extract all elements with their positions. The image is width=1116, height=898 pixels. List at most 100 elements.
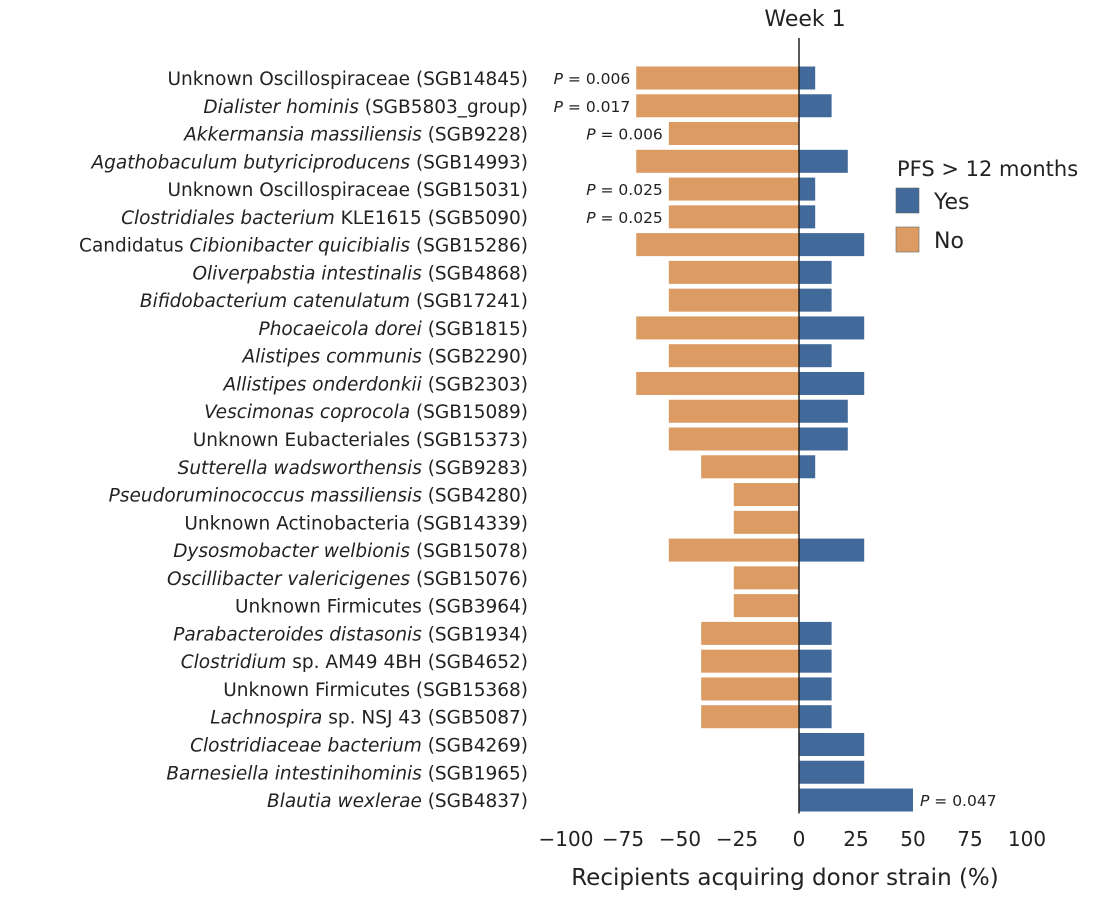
- bar-no: [668, 288, 799, 312]
- category-label-segment: Akkermansia massiliensis: [183, 125, 422, 146]
- category-label: Unknown Oscillospiraceae (SGB14845): [167, 69, 528, 90]
- category-label-segment: Allistipes onderdonkii: [223, 374, 423, 395]
- category-label-segment: Agathobaculum butyriciproducens: [91, 152, 411, 173]
- category-label: Dysosmobacter welbionis (SGB15078): [173, 541, 528, 562]
- category-label-segment: Alistipes communis: [241, 347, 422, 368]
- category-row: Clostridiaceae bacterium (SGB4269): [190, 732, 865, 756]
- category-row: Unknown Oscillospiraceae (SGB15031) P = 0…: [167, 177, 816, 201]
- x-tick-label: 100: [1008, 827, 1046, 851]
- bar-no: [733, 483, 799, 507]
- bar-yes: [799, 538, 865, 562]
- bar-no: [733, 594, 799, 618]
- category-row: Blautia wexlerae (SGB4837) P = 0.047: [267, 788, 997, 812]
- legend-label-no: No: [934, 229, 964, 254]
- bar-yes: [799, 260, 832, 284]
- bar-yes: [799, 288, 832, 312]
- chart-title: Week 1: [764, 7, 845, 32]
- bar-yes: [799, 427, 848, 451]
- category-label-segment: (SGB4280): [422, 486, 528, 507]
- category-row: Alistipes communis (SGB2290): [241, 344, 832, 368]
- category-label-segment: Barnesiella intestinihominis: [166, 763, 422, 784]
- category-label: Alistipes communis (SGB2290): [241, 347, 528, 368]
- category-row: Agathobaculum butyriciproducens (SGB1499…: [91, 149, 848, 173]
- category-label: Lachnospira sp. NSJ 43 (SGB5087): [210, 708, 528, 729]
- category-row: Sutterella wadsworthensis (SGB9283): [178, 455, 816, 479]
- category-label-segment: Unknown Oscillospiraceae (SGB15031): [167, 180, 528, 201]
- category-label-segment: (SGB9283): [422, 458, 528, 479]
- bar-no: [733, 510, 799, 534]
- bar-no: [701, 621, 799, 645]
- bar-yes: [799, 177, 816, 201]
- bar-no: [668, 122, 799, 146]
- category-label-segment: Blautia wexlerae: [267, 791, 422, 812]
- category-label: Clostridium sp. AM49 4BH (SGB4652): [181, 652, 528, 673]
- category-label-segment: (SGB4868): [422, 263, 528, 284]
- category-row: Allistipes onderdonkii (SGB2303): [223, 371, 865, 395]
- bar-yes: [799, 788, 913, 812]
- bar-yes: [799, 649, 832, 673]
- category-row: Vescimonas coprocola (SGB15089): [204, 399, 848, 423]
- x-axis-label: Recipients acquiring donor strain (%): [571, 865, 999, 891]
- category-row: Dysosmobacter welbionis (SGB15078): [173, 538, 865, 562]
- category-row: Pseudoruminococcus massiliensis (SGB4280…: [109, 483, 799, 507]
- bar-no: [668, 344, 799, 368]
- category-label: Agathobaculum butyriciproducens (SGB1499…: [91, 152, 529, 173]
- category-label-segment: Phocaeicola dorei: [259, 319, 423, 340]
- category-label-segment: Unknown Firmicutes (SGB3964): [235, 597, 528, 618]
- bar-no: [668, 538, 799, 562]
- category-label-segment: (SGB15078): [410, 541, 528, 562]
- bar-no: [701, 677, 799, 701]
- category-label-segment: Oliverpabstia intestinalis: [192, 263, 422, 284]
- category-label-segment: Sutterella wadsworthensis: [178, 458, 423, 479]
- bar-no: [668, 399, 799, 423]
- bar-yes: [799, 205, 816, 229]
- category-label: Sutterella wadsworthensis (SGB9283): [178, 458, 528, 479]
- category-label: Barnesiella intestinihominis (SGB1965): [166, 763, 528, 784]
- legend-swatch-no: [895, 226, 920, 253]
- category-row: Akkermansia massiliensis (SGB9228) P = 0.…: [183, 122, 799, 146]
- category-label-segment: Candidatus: [79, 236, 189, 257]
- category-label-segment: Unknown Firmicutes (SGB15368): [223, 680, 528, 701]
- bar-no: [668, 260, 799, 284]
- category-label-segment: Clostridiales bacterium: [121, 208, 335, 229]
- bar-no: [636, 233, 799, 257]
- bar-yes: [799, 94, 832, 118]
- bar-yes: [799, 344, 832, 368]
- p-value-label: P = 0.025: [586, 181, 663, 199]
- category-label-segment: Bifidobacterium catenulatum: [140, 291, 410, 312]
- x-tick-label: −50: [659, 827, 701, 851]
- category-row: Candidatus Cibionibacter quicibialis (SG…: [79, 233, 865, 257]
- bar-no: [701, 705, 799, 729]
- category-label-segment: Dialister hominis: [203, 97, 359, 118]
- category-row: Unknown Oscillospiraceae (SGB14845) P = 0…: [167, 66, 816, 90]
- x-tick-labels: −100 −75 −50 −25 0 25 50 75 100: [539, 827, 1047, 851]
- legend-label-yes: Yes: [933, 190, 970, 215]
- category-label-segment: (SGB2303): [422, 374, 528, 395]
- bar-no: [668, 177, 799, 201]
- category-label: Phocaeicola dorei (SGB1815): [259, 319, 528, 340]
- category-label: Unknown Oscillospiraceae (SGB15031): [167, 180, 528, 201]
- category-label-segment: Unknown Oscillospiraceae (SGB14845): [167, 69, 528, 90]
- category-row: Bifidobacterium catenulatum (SGB17241): [140, 288, 832, 312]
- bar-yes: [799, 732, 865, 756]
- category-label-segment: (SGB15089): [410, 402, 528, 423]
- category-label: Oscillibacter valericigenes (SGB15076): [167, 569, 528, 590]
- bar-no: [636, 149, 799, 173]
- x-tick-label: 50: [900, 827, 925, 851]
- category-row: Unknown Actinobacteria (SGB14339): [184, 510, 799, 534]
- category-label: Vescimonas coprocola (SGB15089): [204, 402, 528, 423]
- bar-yes: [799, 399, 848, 423]
- category-label: Clostridiaceae bacterium (SGB4269): [190, 735, 528, 756]
- category-label-segment: (SGB17241): [410, 291, 528, 312]
- category-label: Allistipes onderdonkii (SGB2303): [223, 374, 528, 395]
- bar-no: [701, 649, 799, 673]
- category-label: Parabacteroides distasonis (SGB1934): [173, 624, 528, 645]
- category-row: Oscillibacter valericigenes (SGB15076): [167, 566, 799, 590]
- p-value-label: P = 0.006: [554, 70, 631, 88]
- category-row: Parabacteroides distasonis (SGB1934): [173, 621, 832, 645]
- x-tick-label: 0: [793, 827, 806, 851]
- category-label-segment: sp. NSJ 43 (SGB5087): [322, 708, 528, 729]
- category-label-segment: Parabacteroides distasonis: [173, 624, 422, 645]
- category-row: Phocaeicola dorei (SGB1815): [259, 316, 865, 340]
- bar-no: [733, 566, 799, 590]
